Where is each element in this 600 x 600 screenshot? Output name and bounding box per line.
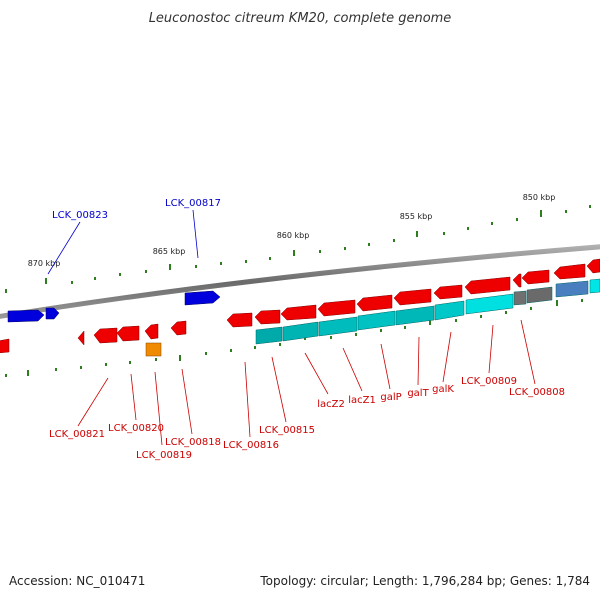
gene-reverse-lck00819-upper[interactable]	[144, 323, 159, 340]
gene-reverse-lck00818[interactable]	[170, 320, 187, 336]
operon-block-edge[interactable]	[589, 278, 600, 294]
operon-block-grey-b[interactable]	[526, 286, 553, 304]
operon-block-7[interactable]	[465, 293, 514, 315]
tick-label-870: 870 kbp	[28, 259, 61, 268]
map-title: Leuconostoc citreum KM20, complete genom…	[149, 11, 452, 26]
gene-reverse-galp[interactable]	[393, 288, 432, 306]
label-lck00809[interactable]: LCK_00809	[461, 376, 517, 387]
reverse-genes	[0, 258, 600, 354]
gene-reverse-lck00808[interactable]	[553, 263, 586, 280]
gene-reverse-lacz1[interactable]	[356, 294, 393, 312]
operon-block-4[interactable]	[357, 310, 396, 331]
operon-block-6[interactable]	[434, 300, 465, 321]
label-galk[interactable]: galK	[432, 384, 454, 395]
operon-block-grey-a[interactable]	[513, 290, 527, 306]
tick-label-855: 855 kbp	[400, 212, 433, 221]
label-lck00820[interactable]: LCK_00820	[108, 423, 164, 434]
label-lck00821[interactable]: LCK_00821	[49, 429, 105, 440]
reverse-leaders	[77, 319, 536, 446]
label-lck00816[interactable]: LCK_00816	[223, 440, 279, 451]
operon-block-1[interactable]	[255, 326, 283, 345]
gene-reverse-lck00815-b[interactable]	[280, 304, 317, 321]
label-lacz2[interactable]: lacZ2	[317, 399, 345, 410]
genome-backbone	[0, 244, 600, 319]
gene-reverse-lck00809-small[interactable]	[512, 273, 522, 288]
gene-reverse-lck00820-a[interactable]	[93, 327, 118, 344]
label-lck00815[interactable]: LCK_00815	[259, 425, 315, 436]
gene-highlight-lck00819[interactable]	[145, 342, 162, 357]
operon-block-3[interactable]	[318, 316, 358, 337]
tick-label-865: 865 kbp	[153, 247, 186, 256]
label-galp[interactable]: galP	[380, 392, 401, 403]
gene-reverse-galk[interactable]	[464, 276, 511, 295]
label-lck00823[interactable]: LCK_00823	[52, 210, 108, 221]
label-lacz1[interactable]: lacZ1	[348, 395, 376, 406]
gene-reverse-edge-right[interactable]	[586, 258, 600, 274]
forward-genes	[7, 290, 221, 323]
gene-reverse-lck00816[interactable]	[226, 312, 253, 328]
gene-reverse-lck00821[interactable]	[77, 330, 85, 346]
label-lck00808[interactable]: LCK_00808	[509, 387, 565, 398]
genome-summary-text: Topology: circular; Length: 1,796,284 bp…	[260, 574, 590, 588]
label-lck00817[interactable]: LCK_00817	[165, 198, 221, 209]
gene-reverse-lck00820-b[interactable]	[116, 325, 140, 342]
gene-reverse-lacz2[interactable]	[317, 299, 356, 317]
gene-reverse-galt[interactable]	[433, 284, 463, 300]
gene-forward-lck00823-b[interactable]	[45, 307, 60, 320]
tick-ring-outer	[5, 205, 591, 293]
operon-block-5[interactable]	[395, 305, 435, 326]
label-lck00818[interactable]: LCK_00818	[165, 437, 221, 448]
label-galt[interactable]: galT	[407, 388, 429, 399]
gene-forward-lck00823-a[interactable]	[7, 309, 45, 323]
operon-block-steel[interactable]	[555, 280, 589, 298]
tick-label-850: 850 kbp	[523, 193, 556, 202]
gene-forward-lck00817[interactable]	[184, 290, 221, 306]
gene-reverse-edge[interactable]	[0, 338, 10, 354]
leader-lck00823	[47, 221, 81, 275]
gene-reverse-lck00815-a[interactable]	[254, 309, 281, 325]
leader-lck00817	[192, 209, 199, 259]
accession-text: Accession: NC_010471	[9, 574, 146, 588]
gene-reverse-lck00809[interactable]	[521, 269, 550, 285]
tick-label-860: 860 kbp	[277, 231, 310, 240]
operon-track	[255, 278, 600, 345]
label-lck00819[interactable]: LCK_00819	[136, 450, 192, 461]
operon-block-2[interactable]	[282, 321, 319, 342]
